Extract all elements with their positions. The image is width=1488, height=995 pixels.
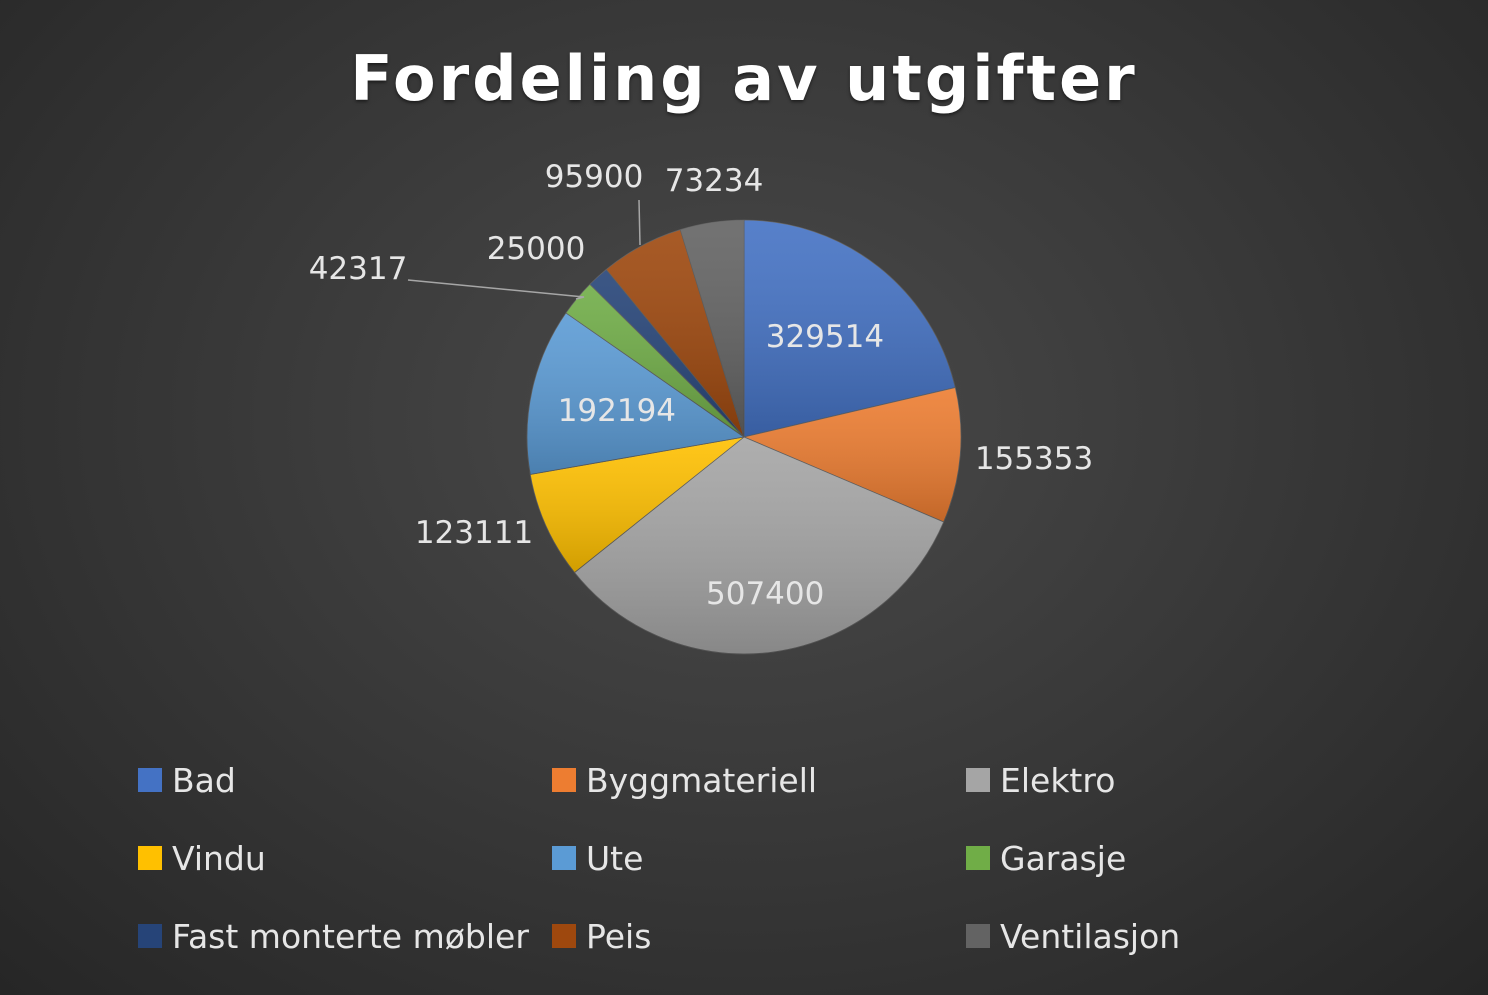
legend-label: Fast monterte møbler xyxy=(172,916,529,956)
legend-swatch xyxy=(966,924,990,948)
legend-item-garasje: Garasje xyxy=(966,830,1338,886)
data-label-fast-monterte-mbler: 25000 xyxy=(487,231,586,267)
leader-line-peis xyxy=(638,199,641,246)
legend-swatch xyxy=(552,768,576,792)
legend-item-elektro: Elektro xyxy=(966,752,1338,808)
data-label-garasje: 42317 xyxy=(309,251,408,287)
legend-item-bad: Bad xyxy=(138,752,552,808)
legend-swatch xyxy=(138,768,162,792)
legend-item-byggmateriell: Byggmateriell xyxy=(552,752,966,808)
legend-label: Peis xyxy=(586,916,652,956)
data-label-byggmateriell: 155353 xyxy=(975,441,1093,477)
slice-shade-ute xyxy=(527,312,744,475)
legend-label: Garasje xyxy=(1000,838,1127,878)
slice-shade-garasje xyxy=(565,284,744,437)
legend-label: Vindu xyxy=(172,838,266,878)
slice-shade-ventilasjon xyxy=(680,220,744,437)
legend-item-fast-monterte-mbler: Fast monterte møbler xyxy=(138,908,552,964)
slice-shade-fast-monterte-mbler xyxy=(589,269,744,437)
legend-label: Ute xyxy=(586,838,644,878)
legend-swatch xyxy=(966,846,990,870)
legend-swatch xyxy=(966,768,990,792)
data-label-elektro: 507400 xyxy=(706,576,824,612)
legend-label: Byggmateriell xyxy=(586,760,818,800)
slice-shade-peis xyxy=(606,229,744,437)
legend: Bad Byggmateriell Elektro Vindu Ute Garasje Fa… xyxy=(138,752,1338,964)
leader-line-garasje xyxy=(407,279,585,300)
slice-shade-bad xyxy=(744,220,956,437)
data-label-peis: 95900 xyxy=(545,159,644,195)
legend-swatch xyxy=(552,846,576,870)
legend-item-ventilasjon: Ventilasjon xyxy=(966,908,1338,964)
slice-shade-vindu xyxy=(530,437,744,573)
legend-label: Elektro xyxy=(1000,760,1116,800)
legend-label: Ventilasjon xyxy=(1000,916,1181,956)
legend-item-vindu: Vindu xyxy=(138,830,552,886)
legend-swatch xyxy=(138,846,162,870)
legend-swatch xyxy=(138,924,162,948)
chart-title: Fordeling av utgifter xyxy=(350,42,1138,115)
slice-shade-byggmateriell xyxy=(744,387,962,522)
data-label-bad: 329514 xyxy=(766,319,884,355)
slice-shade-elektro xyxy=(574,437,944,655)
data-label-ute: 192194 xyxy=(558,393,676,429)
legend-label: Bad xyxy=(172,760,236,800)
legend-swatch xyxy=(552,924,576,948)
legend-item-ute: Ute xyxy=(552,830,966,886)
data-label-vindu: 123111 xyxy=(415,515,533,551)
legend-item-peis: Peis xyxy=(552,908,966,964)
data-label-ventilasjon: 73234 xyxy=(665,163,764,199)
